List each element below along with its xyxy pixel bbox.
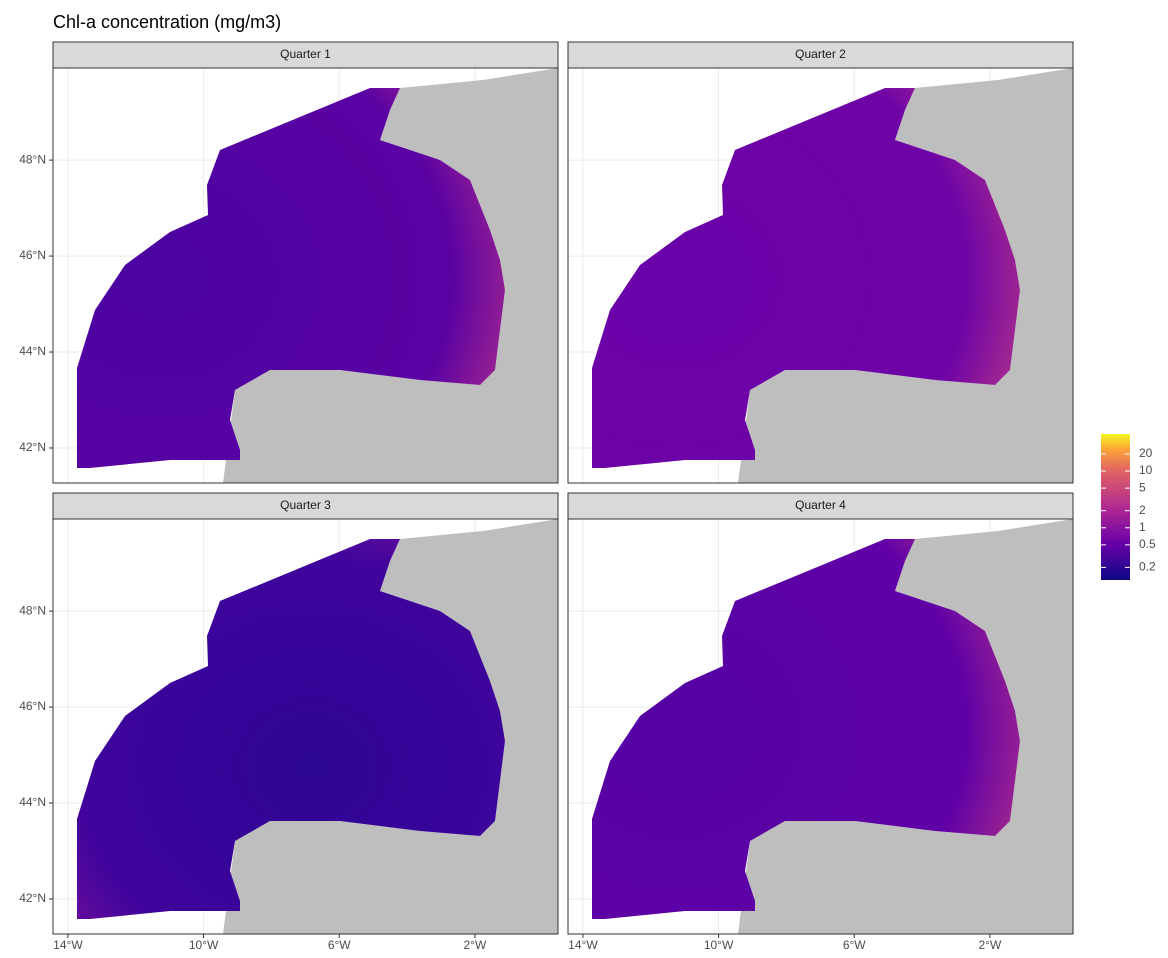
legend-tick-label: 0.5 — [1139, 537, 1156, 551]
legend-tick-label: 5 — [1139, 480, 1146, 494]
legend-tick-label: 10 — [1139, 463, 1153, 477]
figure: Chl-a concentration (mg/m3) Quarter 1 42°… — [0, 0, 1168, 958]
y-tick-label: 48°N — [19, 152, 46, 166]
legend-tick-label: 20 — [1139, 446, 1153, 460]
x-tick-label: 14°W — [53, 938, 83, 952]
y-tick-label: 42°N — [19, 440, 46, 454]
x-tick-label: 2°W — [464, 938, 487, 952]
page: {"title": "Chl-a concentration (mg/m3)",… — [0, 0, 1168, 958]
x-tick-label: 10°W — [189, 938, 219, 952]
x-tick-label: 2°W — [979, 938, 1002, 952]
y-tick-label: 42°N — [19, 891, 46, 905]
y-tick-label: 44°N — [19, 795, 46, 809]
legend-tick-label: 0.2 — [1139, 560, 1156, 574]
chart-title: Chl-a concentration (mg/m3) — [53, 12, 281, 32]
panel-title: Quarter 2 — [795, 47, 846, 61]
x-tick-label: 14°W — [568, 938, 598, 952]
panel-title: Quarter 3 — [280, 498, 331, 512]
panel-title: Quarter 1 — [280, 47, 331, 61]
x-tick-label: 6°W — [328, 938, 351, 952]
y-tick-label: 44°N — [19, 344, 46, 358]
panel-title: Quarter 4 — [795, 498, 846, 512]
x-tick-label: 6°W — [843, 938, 866, 952]
x-tick-label: 10°W — [704, 938, 734, 952]
y-tick-label: 46°N — [19, 699, 46, 713]
colorbar — [1101, 434, 1130, 580]
y-tick-label: 46°N — [19, 248, 46, 262]
y-tick-label: 48°N — [19, 603, 46, 617]
legend-tick-label: 2 — [1139, 503, 1146, 517]
legend-tick-label: 1 — [1139, 520, 1146, 534]
